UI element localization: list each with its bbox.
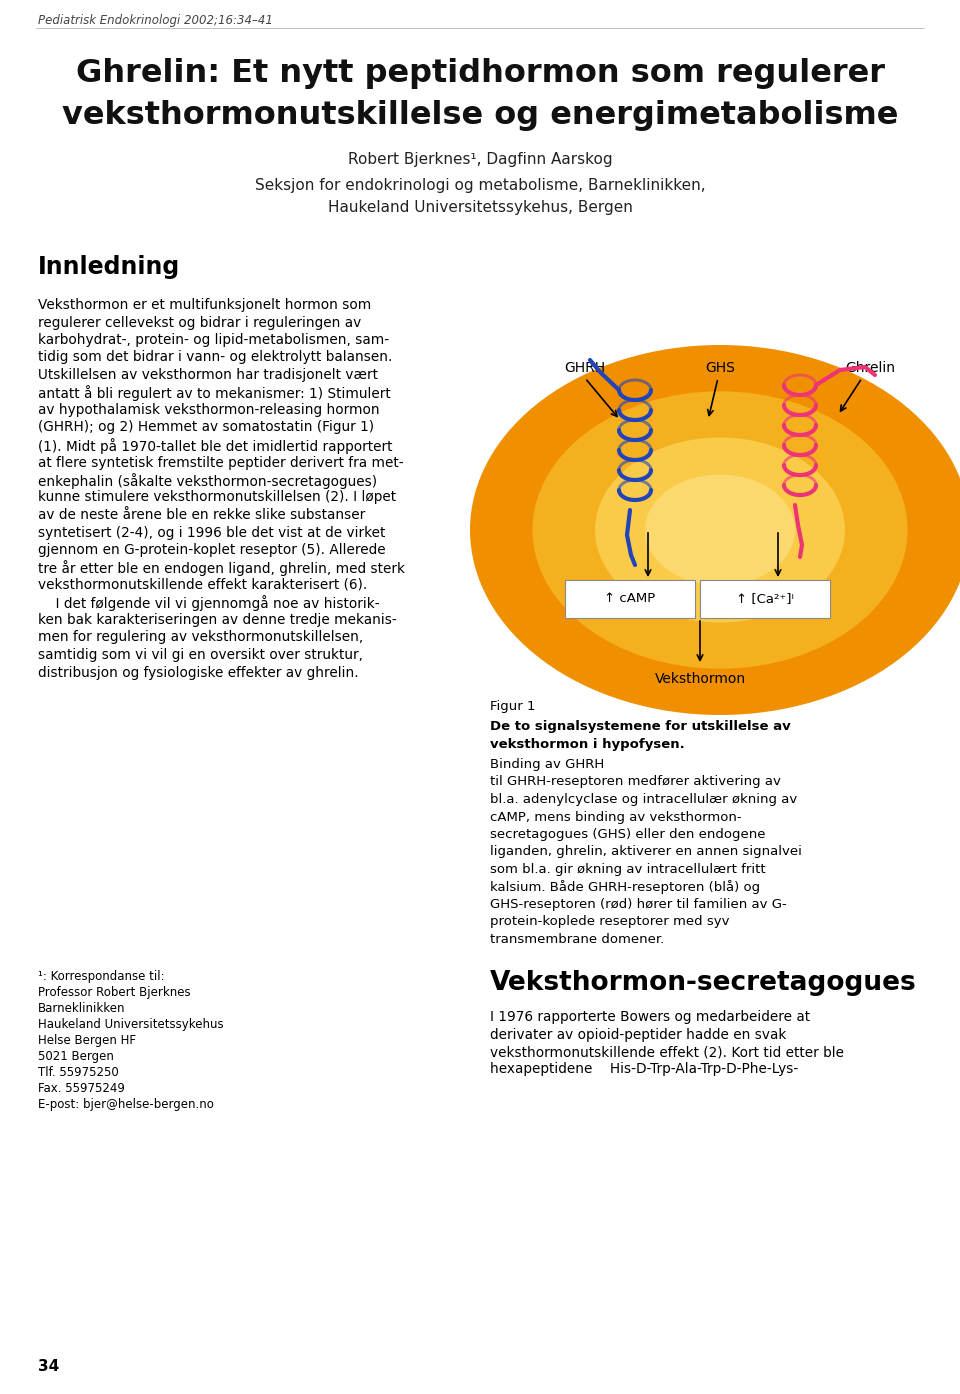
Text: ¹: Korrespondanse til:: ¹: Korrespondanse til: [38, 970, 164, 983]
Text: ↑ [Ca²⁺]ᴵ: ↑ [Ca²⁺]ᴵ [736, 592, 794, 605]
Text: Veksthormon-secretagogues: Veksthormon-secretagogues [490, 970, 917, 995]
Text: 5021 Bergen: 5021 Bergen [38, 1050, 114, 1064]
Text: Helse Bergen HF: Helse Bergen HF [38, 1034, 136, 1047]
Text: kalsium. Både GHRH-reseptoren (blå) og: kalsium. Både GHRH-reseptoren (blå) og [490, 881, 760, 895]
Text: distribusjon og fysiologiske effekter av ghrelin.: distribusjon og fysiologiske effekter av… [38, 665, 359, 679]
Text: Haukeland Universitetssykehus, Bergen: Haukeland Universitetssykehus, Bergen [327, 199, 633, 215]
Text: Robert Bjerknes¹, Dagfinn Aarskog: Robert Bjerknes¹, Dagfinn Aarskog [348, 152, 612, 167]
Text: Haukeland Universitetssykehus: Haukeland Universitetssykehus [38, 1018, 224, 1032]
Text: De to signalsystemene for utskillelse av
veksthormon i hypofysen.: De to signalsystemene for utskillelse av… [490, 719, 791, 751]
Text: GHS-reseptoren (rød) hører til familien av G-: GHS-reseptoren (rød) hører til familien … [490, 898, 787, 912]
Text: 34: 34 [38, 1359, 60, 1374]
Text: kunne stimulere veksthormonutskillelsen (2). I løpet: kunne stimulere veksthormonutskillelsen … [38, 491, 396, 505]
Text: samtidig som vi vil gi en oversikt over struktur,: samtidig som vi vil gi en oversikt over … [38, 648, 363, 662]
Ellipse shape [645, 474, 795, 585]
Text: bl.a. adenylcyclase og intracellulær økning av: bl.a. adenylcyclase og intracellulær økn… [490, 793, 797, 806]
Text: Fax. 55975249: Fax. 55975249 [38, 1082, 125, 1096]
Text: gjennom en G-protein-koplet reseptor (5). Allerede: gjennom en G-protein-koplet reseptor (5)… [38, 544, 386, 558]
Text: men for regulering av veksthormonutskillelsen,: men for regulering av veksthormonutskill… [38, 630, 363, 644]
Text: (GHRH); og 2) Hemmet av somatostatin (Figur 1): (GHRH); og 2) Hemmet av somatostatin (Fi… [38, 421, 374, 435]
Text: som bl.a. gir økning av intracellulært fritt: som bl.a. gir økning av intracellulært f… [490, 863, 766, 875]
Text: at flere syntetisk fremstilte peptider derivert fra met-: at flere syntetisk fremstilte peptider d… [38, 456, 403, 470]
Text: Figur 1: Figur 1 [490, 700, 536, 712]
Text: Veksthormon er et multifunksjonelt hormon som: Veksthormon er et multifunksjonelt hormo… [38, 298, 372, 312]
Text: syntetisert (2-4), og i 1996 ble det vist at de virket: syntetisert (2-4), og i 1996 ble det vis… [38, 526, 385, 539]
Text: derivater av opioid-peptider hadde en svak: derivater av opioid-peptider hadde en sv… [490, 1027, 786, 1041]
Text: ken bak karakteriseringen av denne tredje mekanis-: ken bak karakteriseringen av denne tredj… [38, 613, 396, 627]
Text: E-post: bjer@helse-bergen.no: E-post: bjer@helse-bergen.no [38, 1098, 214, 1111]
Text: til GHRH-reseptoren medfører aktivering av: til GHRH-reseptoren medfører aktivering … [490, 775, 780, 789]
Text: veksthormonutskillelse og energimetabolisme: veksthormonutskillelse og energimetaboli… [61, 100, 899, 131]
FancyBboxPatch shape [565, 580, 695, 618]
Text: (1). Midt på 1970-tallet ble det imidlertid rapportert: (1). Midt på 1970-tallet ble det imidler… [38, 438, 393, 454]
Text: antatt å bli regulert av to mekanismer: 1) Stimulert: antatt å bli regulert av to mekanismer: … [38, 386, 391, 401]
Text: regulerer cellevekst og bidrar i reguleringen av: regulerer cellevekst og bidrar i reguler… [38, 315, 361, 329]
Text: hexapeptidene    His-D-Trp-Ala-Trp-D-Phe-Lys-: hexapeptidene His-D-Trp-Ala-Trp-D-Phe-Ly… [490, 1062, 799, 1076]
Text: Ghrelin: Et nytt peptidhormon som regulerer: Ghrelin: Et nytt peptidhormon som regule… [76, 59, 884, 89]
Text: Innledning: Innledning [38, 255, 180, 279]
Text: veksthormonutskillende effekt karakterisert (6).: veksthormonutskillende effekt karakteris… [38, 579, 368, 592]
Text: av hypothalamisk veksthormon-releasing hormon: av hypothalamisk veksthormon-releasing h… [38, 403, 379, 417]
Text: protein-koplede reseptorer med syv: protein-koplede reseptorer med syv [490, 916, 730, 928]
Ellipse shape [533, 392, 907, 669]
Text: Professor Robert Bjerknes: Professor Robert Bjerknes [38, 986, 191, 999]
Text: Tlf. 55975250: Tlf. 55975250 [38, 1066, 119, 1079]
Text: enkephalin (såkalte veksthormon-secretagogues): enkephalin (såkalte veksthormon-secretag… [38, 473, 377, 489]
FancyBboxPatch shape [700, 580, 830, 618]
Text: Pediatrisk Endokrinologi 2002;16:34–41: Pediatrisk Endokrinologi 2002;16:34–41 [38, 14, 273, 26]
Text: cAMP, mens binding av veksthormon-: cAMP, mens binding av veksthormon- [490, 810, 742, 824]
Text: veksthormonutskillende effekt (2). Kort tid etter ble: veksthormonutskillende effekt (2). Kort … [490, 1046, 844, 1059]
Text: karbohydrat-, protein- og lipid-metabolismen, sam-: karbohydrat-, protein- og lipid-metaboli… [38, 333, 389, 347]
Text: Seksjon for endokrinologi og metabolisme, Barneklinikken,: Seksjon for endokrinologi og metabolisme… [254, 178, 706, 192]
Text: secretagogues (GHS) eller den endogene: secretagogues (GHS) eller den endogene [490, 828, 765, 841]
Text: tre år etter ble en endogen ligand, ghrelin, med sterk: tre år etter ble en endogen ligand, ghre… [38, 560, 405, 577]
Text: av de neste årene ble en rekke slike substanser: av de neste årene ble en rekke slike sub… [38, 507, 365, 521]
Text: Binding av GHRH: Binding av GHRH [490, 758, 604, 771]
Text: Utskillelsen av veksthormon har tradisjonelt vært: Utskillelsen av veksthormon har tradisjo… [38, 368, 378, 382]
Text: Barneklinikken: Barneklinikken [38, 1002, 126, 1015]
Ellipse shape [470, 344, 960, 715]
Ellipse shape [595, 438, 845, 623]
Text: ↑ cAMP: ↑ cAMP [605, 592, 656, 605]
Text: tidig som det bidrar i vann- og elektrolytt balansen.: tidig som det bidrar i vann- og elektrol… [38, 350, 393, 364]
Text: I det følgende vil vi gjennomgå noe av historik-: I det følgende vil vi gjennomgå noe av h… [38, 595, 379, 612]
Text: GHS: GHS [705, 361, 735, 375]
Text: transmembrane domener.: transmembrane domener. [490, 933, 664, 947]
Text: I 1976 rapporterte Bowers og medarbeidere at: I 1976 rapporterte Bowers og medarbeider… [490, 1011, 810, 1025]
Text: GHRH: GHRH [564, 361, 606, 375]
Text: Veksthormon: Veksthormon [655, 672, 746, 686]
Text: Ghrelin: Ghrelin [845, 361, 895, 375]
Text: liganden, ghrelin, aktiverer en annen signalvei: liganden, ghrelin, aktiverer en annen si… [490, 846, 802, 859]
